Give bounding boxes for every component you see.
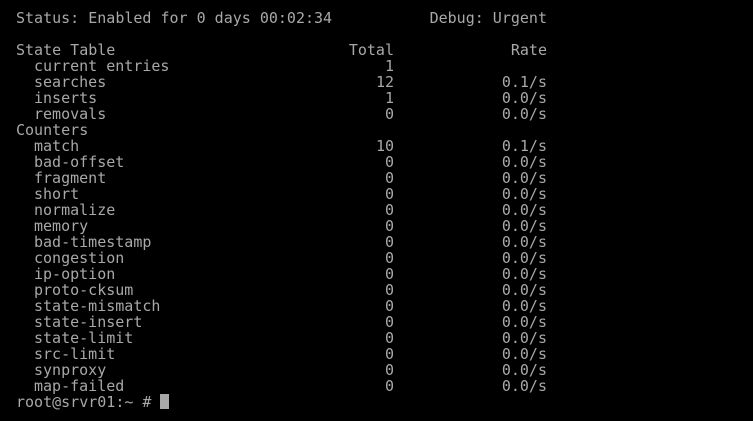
table-row: short 0 0.0/s <box>16 186 753 202</box>
state-table-rows: current entries 1 searches 12 0.1/s inserts 1 0… <box>16 58 753 122</box>
row-name: bad-timestamp <box>34 233 152 251</box>
row-name: state-mismatch <box>34 297 161 315</box>
status-line: Status: Enabled for 0 days 00:02:34 Debu… <box>16 10 753 26</box>
row-total: 0 <box>384 217 394 235</box>
row-total: 0 <box>384 329 394 347</box>
row-name: state-insert <box>34 313 143 331</box>
row-rate: 0.0/s <box>501 153 547 171</box>
table-row: bad-offset 0 0.0/s <box>16 154 753 170</box>
table-row: searches 12 0.1/s <box>16 74 753 90</box>
row-total: 10 <box>375 137 394 155</box>
counters-title: Counters <box>16 121 89 139</box>
row-name: short <box>34 185 80 203</box>
row-rate: 0.0/s <box>501 169 547 187</box>
table-row: state-limit 0 0.0/s <box>16 330 753 346</box>
row-name: state-limit <box>34 329 134 347</box>
terminal[interactable]: Status: Enabled for 0 days 00:02:34 Debu… <box>0 0 753 410</box>
debug-level: Debug: Urgent <box>429 9 547 27</box>
table-row: match 10 0.1/s <box>16 138 753 154</box>
table-row: fragment 0 0.0/s <box>16 170 753 186</box>
row-total: 0 <box>384 345 394 363</box>
row-total: 0 <box>384 153 394 171</box>
row-rate: 0.0/s <box>501 297 547 315</box>
row-name: congestion <box>34 249 125 267</box>
row-total: 12 <box>375 73 394 91</box>
row-rate <box>394 58 547 74</box>
row-name: proto-cksum <box>34 281 134 299</box>
row-total: 0 <box>384 105 394 123</box>
row-total: 0 <box>384 297 394 315</box>
row-total: 0 <box>384 233 394 251</box>
row-rate: 0.0/s <box>501 329 547 347</box>
row-rate: 0.1/s <box>501 137 547 155</box>
row-name: map-failed <box>34 377 125 395</box>
status-text: Status: Enabled for 0 days 00:02:34 <box>16 9 333 27</box>
table-row: proto-cksum 0 0.0/s <box>16 282 753 298</box>
row-rate: 0.0/s <box>501 345 547 363</box>
table-row: state-insert 0 0.0/s <box>16 314 753 330</box>
state-table-title: State Table <box>16 41 116 59</box>
row-rate: 0.0/s <box>501 361 547 379</box>
row-name: match <box>34 137 80 155</box>
row-rate: 0.0/s <box>501 89 547 107</box>
row-total: 1 <box>384 89 394 107</box>
row-rate: 0.0/s <box>501 201 547 219</box>
row-name: searches <box>34 73 107 91</box>
row-rate: 0.0/s <box>501 313 547 331</box>
prompt-text: root@srvr01:~ # <box>16 393 152 411</box>
row-total: 0 <box>384 377 394 395</box>
row-name: bad-offset <box>34 153 125 171</box>
table-row: congestion 0 0.0/s <box>16 250 753 266</box>
row-rate: 0.0/s <box>501 377 547 395</box>
row-name: current entries <box>34 57 170 75</box>
table-row: src-limit 0 0.0/s <box>16 346 753 362</box>
row-total: 0 <box>384 313 394 331</box>
row-name: normalize <box>34 201 116 219</box>
row-name: src-limit <box>34 345 116 363</box>
table-row: removals 0 0.0/s <box>16 106 753 122</box>
row-name: ip-option <box>34 265 116 283</box>
blank-line <box>16 26 753 42</box>
shell-prompt[interactable]: root@srvr01:~ # <box>16 394 753 410</box>
table-row: current entries 1 <box>16 58 753 74</box>
row-rate: 0.0/s <box>501 185 547 203</box>
table-row: normalize 0 0.0/s <box>16 202 753 218</box>
row-rate: 0.0/s <box>501 233 547 251</box>
table-row: inserts 1 0.0/s <box>16 90 753 106</box>
row-rate: 0.0/s <box>501 249 547 267</box>
cursor <box>160 394 170 409</box>
row-name: memory <box>34 217 89 235</box>
row-name: fragment <box>34 169 107 187</box>
row-rate: 0.0/s <box>501 105 547 123</box>
table-row: memory 0 0.0/s <box>16 218 753 234</box>
row-rate: 0.0/s <box>501 217 547 235</box>
table-row: ip-option 0 0.0/s <box>16 266 753 282</box>
row-name: removals <box>34 105 107 123</box>
row-total: 0 <box>384 265 394 283</box>
row-total: 0 <box>384 169 394 187</box>
row-total: 1 <box>384 57 394 75</box>
row-total: 0 <box>384 361 394 379</box>
table-row: state-mismatch 0 0.0/s <box>16 298 753 314</box>
row-name: synproxy <box>34 361 107 379</box>
row-total: 0 <box>384 185 394 203</box>
total-header: Total <box>348 41 394 59</box>
row-rate: 0.1/s <box>501 73 547 91</box>
table-row: bad-timestamp 0 0.0/s <box>16 234 753 250</box>
row-total: 0 <box>384 249 394 267</box>
state-table-header: State Table Total Rate <box>16 42 753 58</box>
row-total: 0 <box>384 281 394 299</box>
counters-rows: match 10 0.1/s bad-offset 0 0.0/s fragment 0 0.0… <box>16 138 753 394</box>
row-name: inserts <box>34 89 98 107</box>
row-rate: 0.0/s <box>501 265 547 283</box>
table-row: synproxy 0 0.0/s <box>16 362 753 378</box>
row-rate: 0.0/s <box>501 281 547 299</box>
counters-header: Counters <box>16 122 753 138</box>
row-total: 0 <box>384 201 394 219</box>
rate-header: Rate <box>510 41 547 59</box>
table-row: map-failed 0 0.0/s <box>16 378 753 394</box>
